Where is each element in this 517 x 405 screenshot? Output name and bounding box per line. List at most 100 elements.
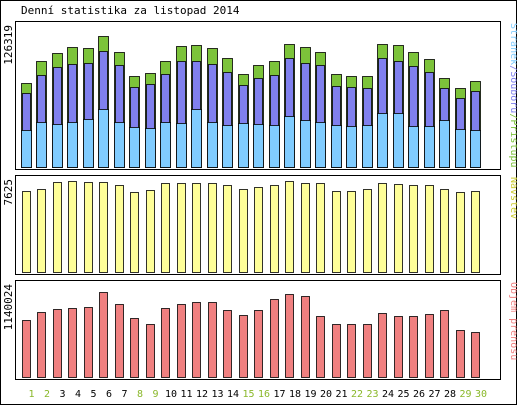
bar: [408, 126, 419, 168]
bar: [192, 302, 201, 378]
day-label: 28: [444, 389, 456, 400]
bar: [363, 324, 372, 378]
bar: [378, 183, 387, 273]
day-label: 18: [289, 389, 301, 400]
bar: [301, 183, 310, 273]
side-legend-label: Objem přenosu: [508, 282, 517, 360]
bar: [409, 185, 418, 273]
bar: [439, 120, 450, 168]
bar: [269, 125, 280, 168]
day-label: 1: [28, 389, 34, 400]
day-label: 14: [227, 389, 239, 400]
bar: [254, 310, 263, 378]
bar: [84, 182, 93, 273]
bar: [425, 185, 434, 273]
bar: [425, 314, 434, 378]
bar: [424, 126, 435, 168]
bar: [21, 130, 32, 168]
bar: [471, 332, 480, 378]
day-label: 22: [351, 389, 363, 400]
bar: [22, 191, 31, 273]
bar: [68, 181, 77, 273]
bar: [301, 296, 310, 378]
bar: [409, 316, 418, 378]
side-legend-label: Návštěv: [508, 177, 517, 219]
bar: [316, 183, 325, 273]
bar: [207, 122, 218, 168]
bar: [145, 128, 156, 168]
bar: [99, 292, 108, 378]
bar: [52, 124, 63, 168]
series-objem-přenosu: [22, 292, 480, 378]
bar: [208, 302, 217, 378]
bar: [394, 316, 403, 378]
legend-part: /: [508, 65, 517, 71]
bar: [239, 189, 248, 273]
axis-max-label: 1140024: [2, 284, 15, 331]
day-label: 24: [382, 389, 394, 400]
bar: [223, 185, 232, 273]
day-label: 10: [165, 389, 177, 400]
bar: [285, 294, 294, 378]
bar: [470, 130, 481, 168]
bar: [223, 310, 232, 378]
legend-part: Návštěv: [508, 177, 517, 219]
bar: [68, 308, 77, 378]
chart-title: Denní statistika za listopad 2014: [21, 4, 240, 17]
panel-bottom: 1140024 Objem přenosu: [2, 280, 517, 380]
bar: [363, 189, 372, 273]
day-label: 29: [459, 389, 471, 400]
bar: [440, 310, 449, 378]
bar: [22, 320, 31, 378]
day-label: 8: [137, 389, 143, 400]
bar: [160, 122, 171, 168]
day-label: 30: [475, 389, 487, 400]
bar: [331, 125, 342, 168]
bar: [362, 125, 373, 168]
bar: [177, 183, 186, 273]
day-label: 15: [242, 389, 254, 400]
bar: [316, 316, 325, 378]
bar: [270, 299, 279, 378]
day-label: 16: [258, 389, 270, 400]
bar: [161, 183, 170, 273]
legend-part: Objem přenosu: [508, 282, 517, 360]
bar: [347, 324, 356, 378]
bar: [394, 184, 403, 273]
day-label: 11: [180, 389, 192, 400]
bar: [146, 324, 155, 378]
bar: [191, 109, 202, 168]
bar: [440, 189, 449, 273]
bar: [83, 119, 94, 168]
bar: [114, 122, 125, 168]
bar: [346, 126, 357, 168]
bar: [98, 109, 109, 168]
bar: [347, 191, 356, 273]
bar: [393, 113, 404, 168]
chart-panels: 126319Stránek/Souborů/Přístupů7625Návště…: [2, 21, 517, 380]
bar: [270, 185, 279, 273]
bar: [378, 313, 387, 378]
bar: [332, 191, 341, 273]
bar: [115, 304, 124, 378]
day-label: 6: [106, 389, 112, 400]
bar: [176, 123, 187, 168]
bar: [36, 122, 47, 168]
bar: [129, 127, 140, 168]
day-label: 13: [211, 389, 223, 400]
bar: [130, 192, 139, 273]
bar: [222, 125, 233, 168]
day-label: 27: [428, 389, 440, 400]
bar: [161, 308, 170, 378]
legend-part: Přístupů: [508, 119, 517, 167]
bar: [284, 116, 295, 168]
panel-middle: 7625 Návštěv: [2, 175, 517, 275]
day-label: 21: [335, 389, 347, 400]
day-label: 19: [304, 389, 316, 400]
day-label: 20: [320, 389, 332, 400]
day-label: 23: [366, 389, 378, 400]
bar: [315, 122, 326, 168]
legend-part: /: [508, 113, 517, 119]
bar: [177, 304, 186, 378]
